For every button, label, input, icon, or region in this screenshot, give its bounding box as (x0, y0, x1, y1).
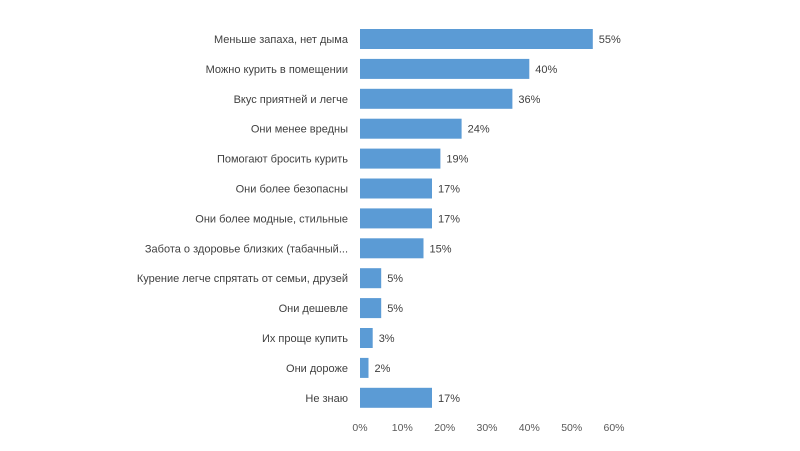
x-tick-label: 30% (476, 422, 497, 434)
bar (360, 208, 432, 229)
data-label: 5% (387, 273, 403, 285)
data-label: 40% (535, 64, 557, 76)
x-tick-label: 60% (603, 422, 624, 434)
data-label: 17% (438, 393, 460, 405)
category-label: Курение легче спрятать от семьи, друзей (137, 273, 348, 285)
data-label: 15% (430, 243, 452, 255)
category-label: Не знаю (305, 393, 348, 405)
category-label: Меньше запаха, нет дыма (214, 34, 349, 46)
data-label: 19% (446, 154, 468, 166)
data-label: 36% (518, 94, 540, 106)
data-label: 3% (379, 333, 395, 345)
x-tick-label: 0% (352, 422, 367, 434)
data-label: 2% (375, 363, 391, 375)
data-label: 5% (387, 303, 403, 315)
data-label: 17% (438, 213, 460, 225)
bar (360, 268, 382, 289)
bar (360, 148, 441, 169)
x-tick-label: 40% (519, 422, 540, 434)
x-tick-label: 10% (392, 422, 413, 434)
category-label: Они более безопасны (236, 184, 348, 196)
data-label: 24% (468, 124, 490, 136)
bar (360, 357, 369, 378)
bar (360, 178, 432, 199)
category-label: Помогают бросить курить (217, 154, 348, 166)
category-label: Они более модные, стильные (195, 213, 348, 225)
category-label: Их проще купить (262, 333, 348, 345)
bar (360, 387, 432, 408)
bar (360, 58, 530, 79)
bar (360, 328, 373, 348)
data-label: 17% (438, 184, 460, 196)
bar (360, 88, 513, 109)
data-labels-group: 55% 40% 36% 24% 19% 17% 17% 15% 5% 5% 3% 2% 17% (375, 34, 622, 405)
bar (360, 238, 424, 259)
category-label: Вкус приятней и легче (234, 94, 348, 106)
category-label: Забота о здоровье близких (табачный... (145, 243, 348, 255)
bar (360, 118, 462, 139)
x-tick-label: 50% (561, 422, 582, 434)
x-axis-ticks-group: 0% 10% 20% 30% 40% 50% 60% (352, 422, 624, 434)
category-labels-group: Меньше запаха, нет дыма Можно курить в по… (137, 34, 349, 405)
x-tick-label: 20% (434, 422, 455, 434)
category-label: Они менее вредны (251, 124, 348, 136)
bars-group (360, 29, 593, 408)
bar (360, 298, 382, 319)
category-label: Они дешевле (279, 303, 348, 315)
bar (360, 29, 593, 49)
data-label: 55% (599, 34, 621, 46)
category-label: Можно курить в помещении (206, 64, 348, 76)
category-label: Они дороже (286, 363, 348, 375)
